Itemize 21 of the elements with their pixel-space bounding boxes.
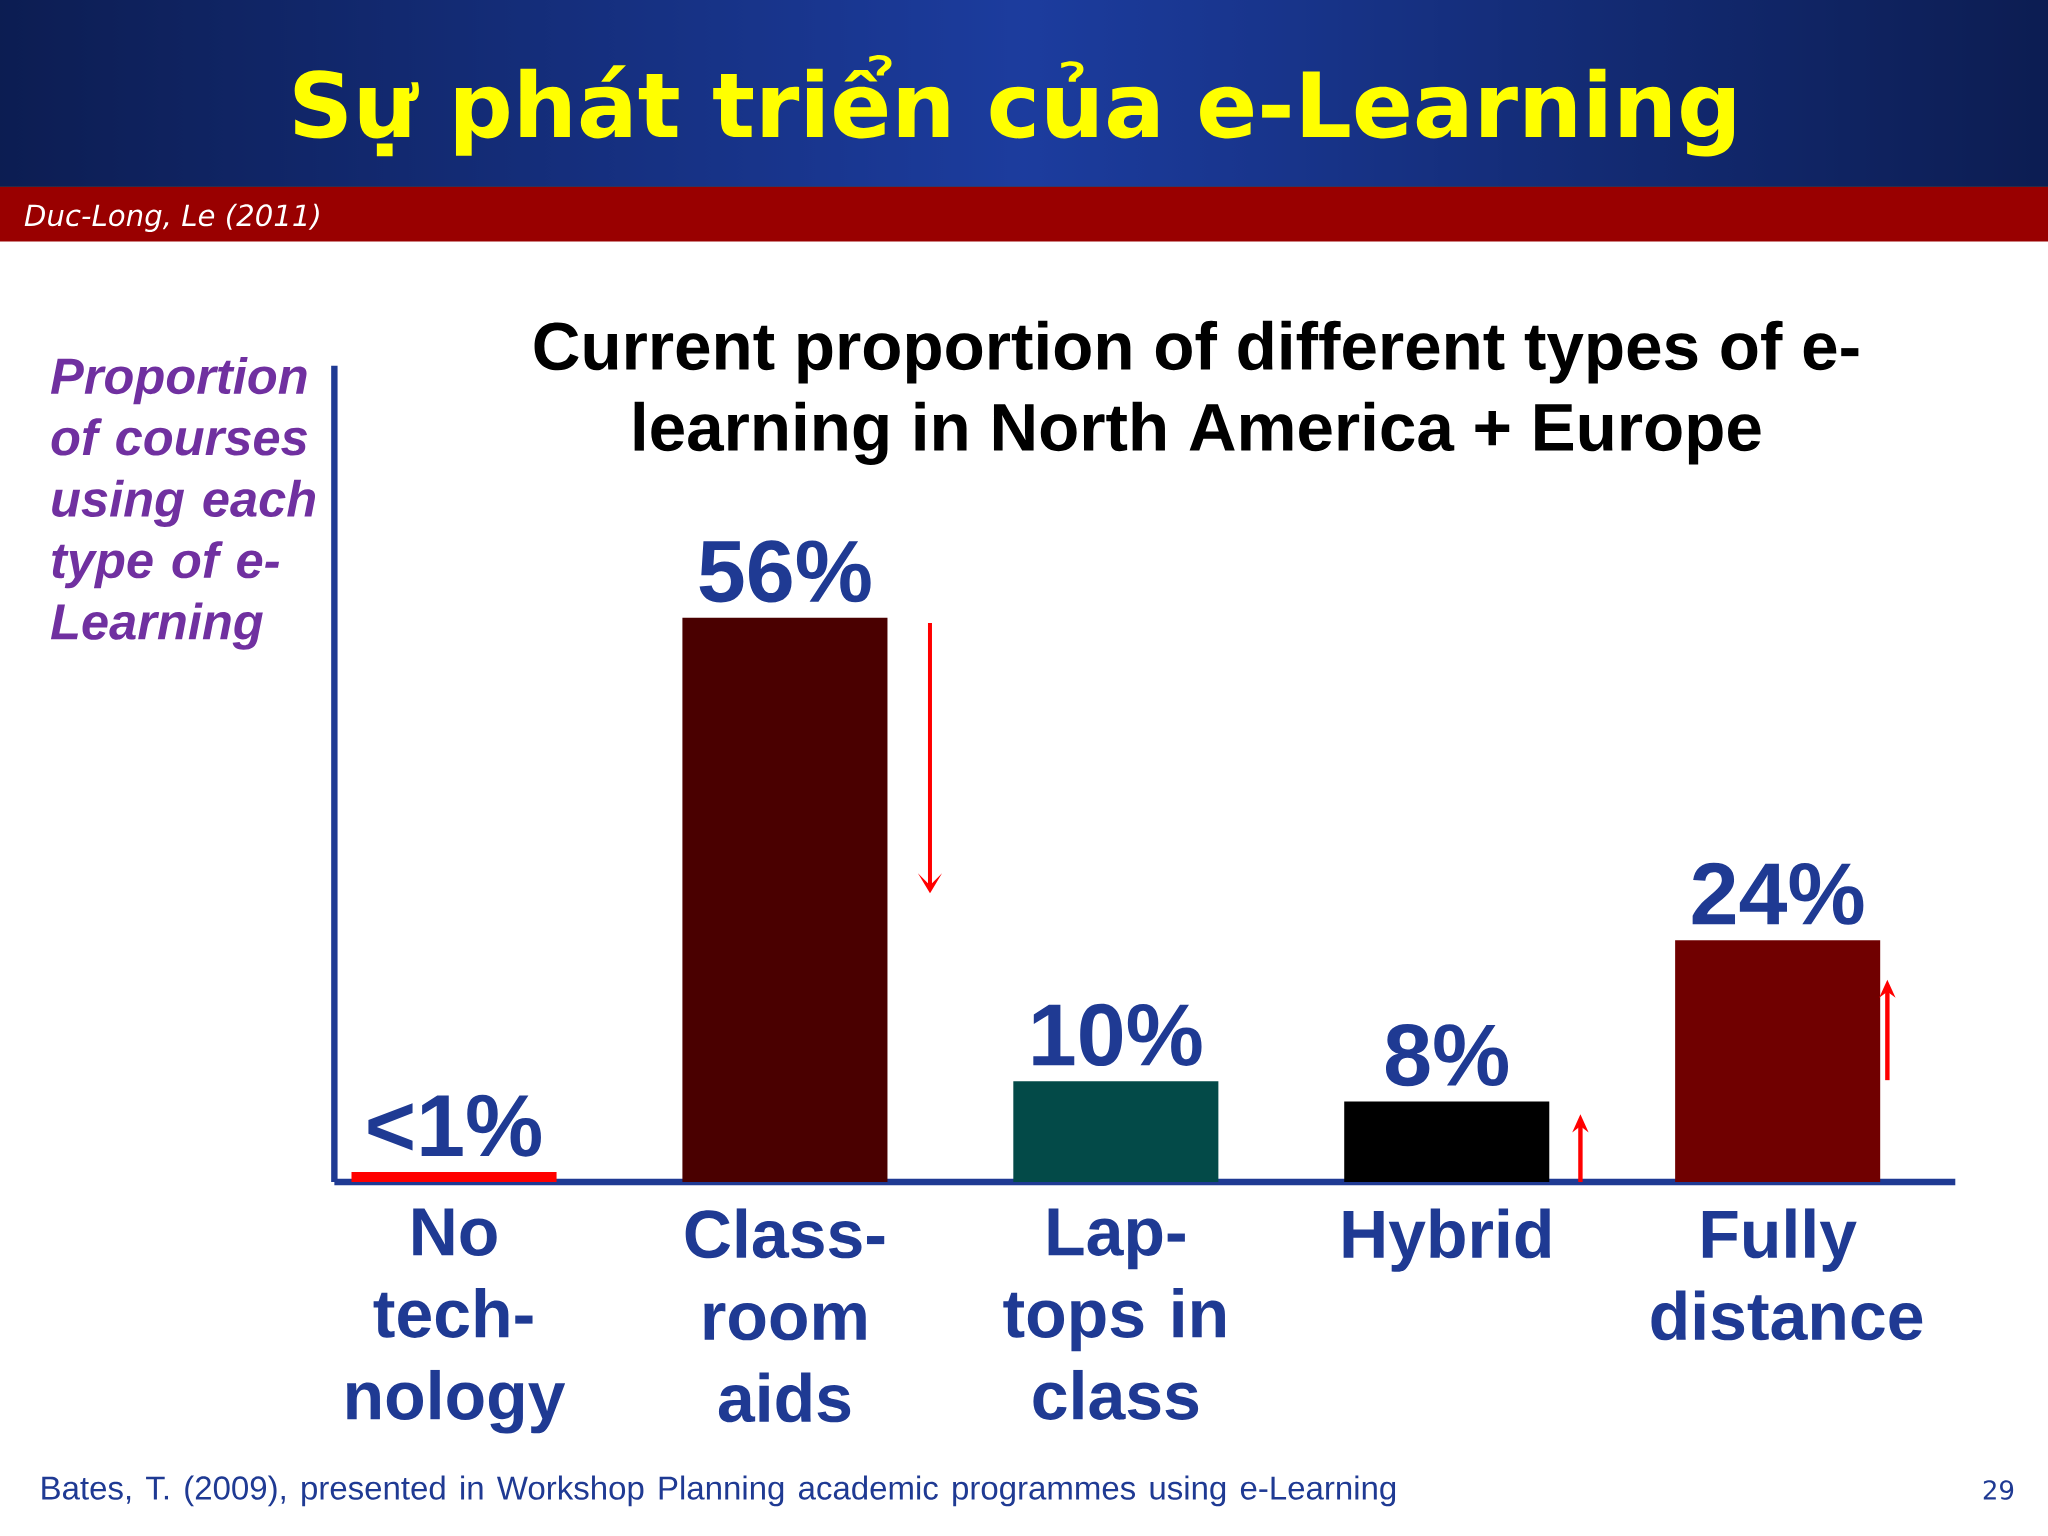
x-tick-label: Class- room aids xyxy=(685,1208,885,1423)
data-label: 8% xyxy=(1385,1023,1508,1087)
bar xyxy=(682,617,888,1183)
x-tick-label: No tech- nology xyxy=(347,1208,566,1434)
text: Duc-Long, Le (2011) xyxy=(24,203,319,233)
bar xyxy=(1675,940,1881,1183)
text: Bates, T. (2009), presented in Workshop Planning academic programmes using e-Learning xyxy=(42,1475,1396,1507)
x-tick-label: Lap- tops in class xyxy=(1003,1208,1225,1420)
x-tick-label: Fully distance xyxy=(1651,1208,1923,1341)
bar xyxy=(1344,1101,1550,1183)
chart-title: Sự phát triển của e-Learning xyxy=(294,55,1734,157)
data-label: 56% xyxy=(699,540,871,603)
data-label: 24% xyxy=(1692,862,1864,925)
bar xyxy=(1013,1081,1219,1183)
bar xyxy=(351,1171,557,1183)
data-label: <1% xyxy=(368,1094,541,1157)
y-axis-title: Proportion of courses using each type of e- Learning xyxy=(50,356,316,650)
data-label: 10% xyxy=(1033,1003,1202,1067)
x-tick-label: Hybrid xyxy=(1343,1208,1550,1272)
text: 29 xyxy=(1983,1480,2014,1500)
chart-subtitle: Current proportion of different types of e- learning in North America + Europe xyxy=(534,320,1859,465)
